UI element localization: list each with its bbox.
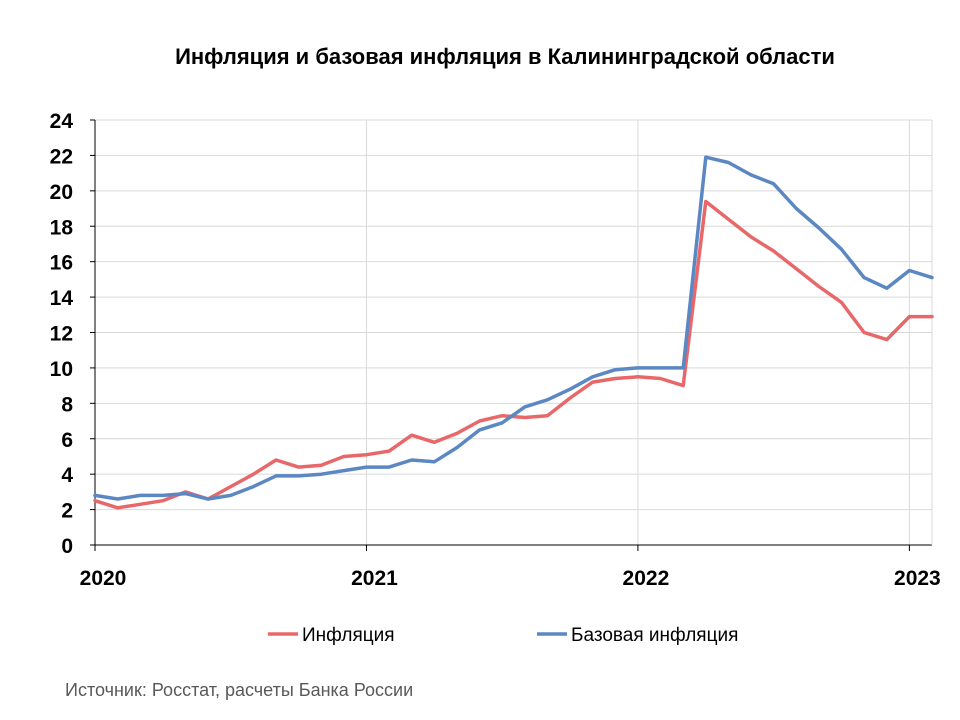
y-tick-label: 14 <box>50 287 74 310</box>
y-tick-label: 20 <box>50 181 73 204</box>
chart-title: Инфляция и базовая инфляция в Калинингра… <box>175 44 835 69</box>
series-line <box>93 155 934 501</box>
legend-label: Базовая инфляция <box>571 625 738 646</box>
x-tick-label: 2023 <box>894 567 941 590</box>
y-tick-label: 10 <box>50 358 73 381</box>
y-tick-label: 0 <box>61 535 73 558</box>
series-line <box>93 199 934 510</box>
y-tick-label: 4 <box>61 464 73 487</box>
y-tick-label: 16 <box>50 252 73 275</box>
legend: Инфляция Базовая инфляция <box>268 625 738 646</box>
x-tick-label: 2020 <box>80 567 127 590</box>
x-tick-label: 2022 <box>623 567 670 590</box>
source-note: Источник: Росстат, расчеты Банка России <box>65 680 414 700</box>
y-tick-label: 6 <box>61 429 73 452</box>
y-tick-label: 22 <box>50 145 73 168</box>
x-tick-label: 2021 <box>351 567 398 590</box>
x-axis-ticks: 2020 2021 2022 2023 <box>80 545 941 590</box>
y-tick-label: 8 <box>61 393 73 416</box>
y-tick-label: 2 <box>61 500 73 523</box>
y-tick-label: 18 <box>50 216 74 239</box>
y-tick-label: 24 <box>50 110 74 133</box>
y-tick-label: 12 <box>50 323 73 346</box>
series-lines <box>93 155 934 510</box>
legend-label: Инфляция <box>302 625 395 646</box>
grid-lines <box>95 119 932 545</box>
